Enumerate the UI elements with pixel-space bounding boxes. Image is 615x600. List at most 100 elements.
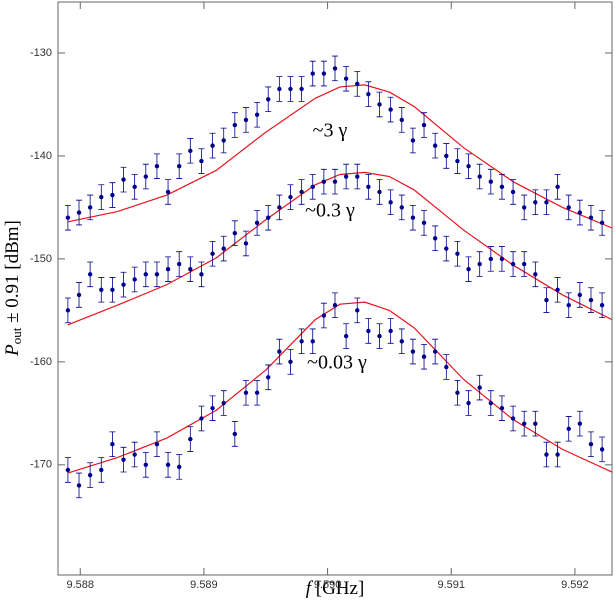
data-point bbox=[199, 158, 204, 164]
data-point bbox=[477, 174, 482, 179]
data-point bbox=[444, 364, 449, 370]
data-point bbox=[533, 200, 538, 205]
data-point bbox=[199, 416, 204, 421]
data-point bbox=[188, 266, 193, 272]
data-point bbox=[221, 246, 226, 251]
data-point bbox=[455, 390, 460, 395]
data-point bbox=[266, 97, 271, 102]
data-point bbox=[99, 467, 104, 473]
data-point bbox=[377, 102, 382, 107]
data-point bbox=[332, 66, 338, 71]
data-point bbox=[299, 339, 304, 344]
data-point bbox=[132, 452, 137, 457]
data-point bbox=[499, 405, 505, 411]
data-point bbox=[488, 256, 494, 262]
data-point bbox=[488, 400, 494, 406]
data-point bbox=[254, 220, 260, 226]
x-tick-label: 9.590 bbox=[314, 579, 342, 591]
data-point bbox=[421, 122, 427, 128]
data-point bbox=[221, 138, 226, 143]
data-point bbox=[499, 256, 505, 262]
data-point bbox=[477, 261, 482, 267]
y-tick-label: -130 bbox=[30, 47, 52, 59]
data-point bbox=[266, 215, 271, 220]
data-point bbox=[466, 400, 471, 406]
data-point bbox=[143, 272, 148, 277]
data-point bbox=[277, 205, 282, 210]
data-point bbox=[76, 483, 82, 488]
data-point bbox=[176, 261, 182, 267]
x-label-var: f bbox=[306, 578, 314, 599]
data-point bbox=[577, 421, 583, 426]
data-point bbox=[522, 261, 527, 267]
data-point bbox=[243, 390, 249, 395]
data-point bbox=[410, 349, 416, 354]
annotation: ~3 γ bbox=[313, 120, 348, 142]
data-point bbox=[533, 421, 538, 426]
data-point bbox=[121, 282, 126, 287]
data-point bbox=[577, 210, 583, 215]
data-point bbox=[577, 292, 583, 298]
data-point bbox=[87, 472, 93, 478]
data-point bbox=[188, 148, 193, 153]
data-point bbox=[599, 303, 605, 308]
data-point bbox=[254, 390, 260, 395]
data-point bbox=[110, 442, 115, 447]
data-point bbox=[410, 138, 416, 143]
plot-frame bbox=[57, 1, 613, 576]
data-point bbox=[65, 308, 71, 313]
data-point bbox=[132, 184, 137, 190]
data-point bbox=[544, 297, 549, 303]
data-point bbox=[288, 86, 293, 92]
x-tick-label: 9.588 bbox=[66, 579, 94, 591]
data-point bbox=[455, 158, 460, 164]
data-point bbox=[599, 220, 605, 226]
data-point bbox=[533, 272, 538, 277]
data-point bbox=[377, 189, 382, 195]
data-point bbox=[266, 375, 271, 380]
data-point bbox=[510, 189, 516, 195]
x-tick-label: 9.589 bbox=[190, 579, 218, 591]
data-point bbox=[555, 452, 560, 457]
data-point bbox=[154, 442, 160, 447]
data-point bbox=[366, 91, 371, 97]
data-point bbox=[488, 179, 494, 184]
data-point bbox=[65, 467, 71, 473]
data-point bbox=[277, 349, 282, 354]
data-point bbox=[210, 405, 215, 411]
data-point bbox=[232, 122, 238, 128]
data-point bbox=[399, 205, 404, 210]
data-point bbox=[477, 385, 482, 390]
fit-curve bbox=[67, 84, 613, 229]
data-point bbox=[310, 184, 315, 190]
data-point bbox=[288, 359, 293, 365]
data-point bbox=[522, 205, 527, 210]
data-point bbox=[355, 174, 360, 179]
data-point bbox=[210, 143, 215, 148]
data-point bbox=[176, 464, 182, 470]
y-tick-label: -160 bbox=[30, 356, 52, 368]
data-point bbox=[221, 400, 226, 406]
data-point bbox=[288, 194, 293, 200]
data-point bbox=[132, 277, 137, 282]
data-point bbox=[243, 241, 249, 246]
data-point bbox=[388, 328, 393, 334]
y-tick-label: -140 bbox=[30, 150, 52, 162]
y-tick-label: -170 bbox=[30, 459, 52, 471]
data-point bbox=[343, 174, 349, 179]
data-point bbox=[176, 164, 182, 169]
data-point bbox=[277, 86, 282, 92]
data-point bbox=[210, 251, 215, 256]
data-point bbox=[165, 266, 171, 272]
data-point bbox=[399, 339, 404, 344]
annotation: ~0.3 γ bbox=[305, 200, 355, 222]
data-point bbox=[188, 436, 193, 442]
data-point bbox=[321, 179, 327, 184]
data-point bbox=[399, 117, 404, 123]
y-tick-label: -150 bbox=[30, 253, 52, 265]
data-point bbox=[566, 303, 571, 308]
data-point bbox=[555, 287, 560, 292]
y-label-sub: out bbox=[9, 327, 24, 344]
data-point bbox=[299, 86, 304, 92]
